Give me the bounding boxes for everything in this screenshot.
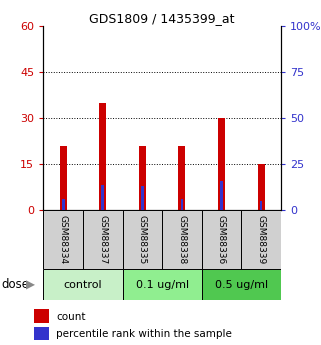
Text: percentile rank within the sample: percentile rank within the sample: [56, 329, 232, 339]
Bar: [99, 103, 106, 210]
Title: GDS1809 / 1435399_at: GDS1809 / 1435399_at: [89, 12, 235, 25]
Bar: [43, 269, 123, 300]
Text: GSM88334: GSM88334: [59, 215, 68, 264]
Bar: [202, 210, 241, 269]
Bar: [218, 118, 225, 210]
Bar: [83, 210, 123, 269]
Bar: [62, 199, 65, 210]
Text: 0.1 ug/ml: 0.1 ug/ml: [135, 280, 189, 289]
Text: count: count: [56, 312, 85, 322]
Text: ▶: ▶: [26, 278, 35, 291]
Bar: [241, 210, 281, 269]
Text: GSM88336: GSM88336: [217, 215, 226, 264]
Bar: [34, 309, 48, 323]
Text: GSM88338: GSM88338: [178, 215, 187, 264]
Bar: [162, 210, 202, 269]
Bar: [43, 210, 83, 269]
Bar: [178, 146, 186, 210]
Bar: [141, 186, 144, 210]
Text: GSM88335: GSM88335: [138, 215, 147, 264]
Bar: [123, 269, 202, 300]
Bar: [257, 164, 265, 210]
Text: dose: dose: [2, 278, 30, 291]
Bar: [101, 185, 104, 210]
Bar: [34, 327, 48, 340]
Bar: [180, 199, 183, 210]
Text: control: control: [64, 280, 102, 289]
Text: GSM88337: GSM88337: [98, 215, 107, 264]
Bar: [260, 201, 263, 210]
Bar: [220, 181, 223, 210]
Bar: [139, 146, 146, 210]
Bar: [123, 210, 162, 269]
Text: 0.5 ug/ml: 0.5 ug/ml: [215, 280, 268, 289]
Bar: [202, 269, 281, 300]
Bar: [60, 146, 67, 210]
Text: GSM88339: GSM88339: [256, 215, 265, 264]
